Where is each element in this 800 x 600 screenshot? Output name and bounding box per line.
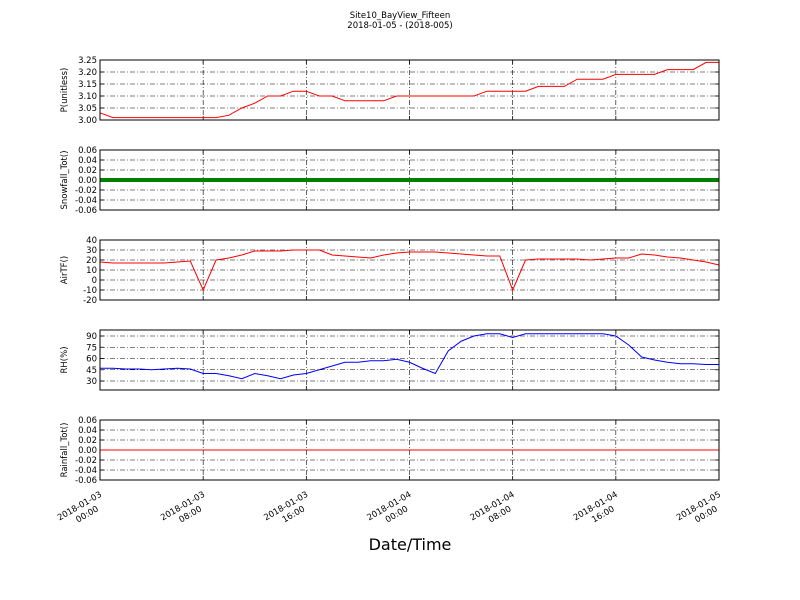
y-tick-label: 0.04 bbox=[78, 426, 97, 436]
y-tick-label: -10 bbox=[83, 286, 97, 296]
y-tick-label: -0.04 bbox=[75, 466, 97, 476]
y-tick-label: 40 bbox=[86, 236, 97, 246]
y-tick-label: 3.20 bbox=[78, 68, 97, 78]
data-line bbox=[99, 249, 720, 292]
y-tick-label: 30 bbox=[86, 377, 97, 387]
y-tick-label: 0.02 bbox=[78, 436, 97, 446]
y-tick-label: 0.02 bbox=[78, 166, 97, 176]
y-tick-label: 75 bbox=[86, 343, 97, 353]
y-axis-label: Snowfall_Tot() bbox=[60, 150, 70, 209]
y-tick-label: 0.00 bbox=[78, 176, 97, 186]
x-axis-label: Date/Time bbox=[369, 535, 452, 554]
y-axis-label-group: RH(%) bbox=[60, 346, 70, 373]
data-line bbox=[100, 333, 719, 380]
plot-frame bbox=[99, 239, 720, 301]
y-tick-label: 90 bbox=[86, 332, 97, 342]
y-tick-label: -0.02 bbox=[75, 186, 97, 196]
y-tick-label: 0.06 bbox=[78, 416, 97, 426]
y-axis-label-group: Rainfall_Tot() bbox=[60, 423, 70, 478]
plot-frame bbox=[99, 149, 720, 211]
plot-frame bbox=[99, 329, 720, 391]
y-tick-label: 60 bbox=[86, 355, 97, 365]
chart-title: Site10_BayView_Fifteen bbox=[350, 11, 451, 21]
y-tick-label: 20 bbox=[86, 256, 97, 266]
y-tick-label: -0.06 bbox=[75, 476, 97, 486]
y-tick-label: 0 bbox=[92, 276, 97, 286]
data-line bbox=[99, 61, 719, 119]
y-axis-label: P(unitless) bbox=[60, 68, 70, 113]
y-tick-label: 0.04 bbox=[78, 156, 97, 166]
y-tick-label: 3.25 bbox=[78, 56, 97, 66]
y-axis-label-group: Snowfall_Tot() bbox=[60, 150, 70, 209]
y-axis-label-group: P(unitless) bbox=[60, 68, 70, 113]
y-tick-label: 30 bbox=[86, 246, 97, 256]
y-tick-label: 3.00 bbox=[78, 116, 97, 126]
chart-subtitle: 2018-01-05 - (2018-005) bbox=[347, 21, 452, 31]
y-tick-label: 3.05 bbox=[78, 104, 97, 114]
y-tick-label: -0.06 bbox=[75, 206, 97, 216]
y-tick-label: 3.10 bbox=[78, 92, 97, 102]
y-axis-label: Rainfall_Tot() bbox=[60, 423, 70, 478]
y-tick-label: 45 bbox=[86, 366, 97, 376]
y-tick-label: -0.02 bbox=[75, 456, 97, 466]
y-tick-label: -0.04 bbox=[75, 196, 97, 206]
plot-frame bbox=[99, 59, 720, 121]
y-tick-label: 3.15 bbox=[78, 80, 97, 90]
y-axis-label: RH(%) bbox=[60, 346, 70, 373]
y-tick-label: 0.00 bbox=[78, 446, 97, 456]
y-tick-label: -20 bbox=[83, 296, 97, 306]
y-axis-label-group: AirTF() bbox=[60, 256, 70, 284]
plot-frame bbox=[99, 419, 720, 481]
y-tick-label: 10 bbox=[86, 266, 97, 276]
y-tick-label: 0.06 bbox=[78, 146, 97, 156]
y-axis-label: AirTF() bbox=[60, 256, 70, 284]
